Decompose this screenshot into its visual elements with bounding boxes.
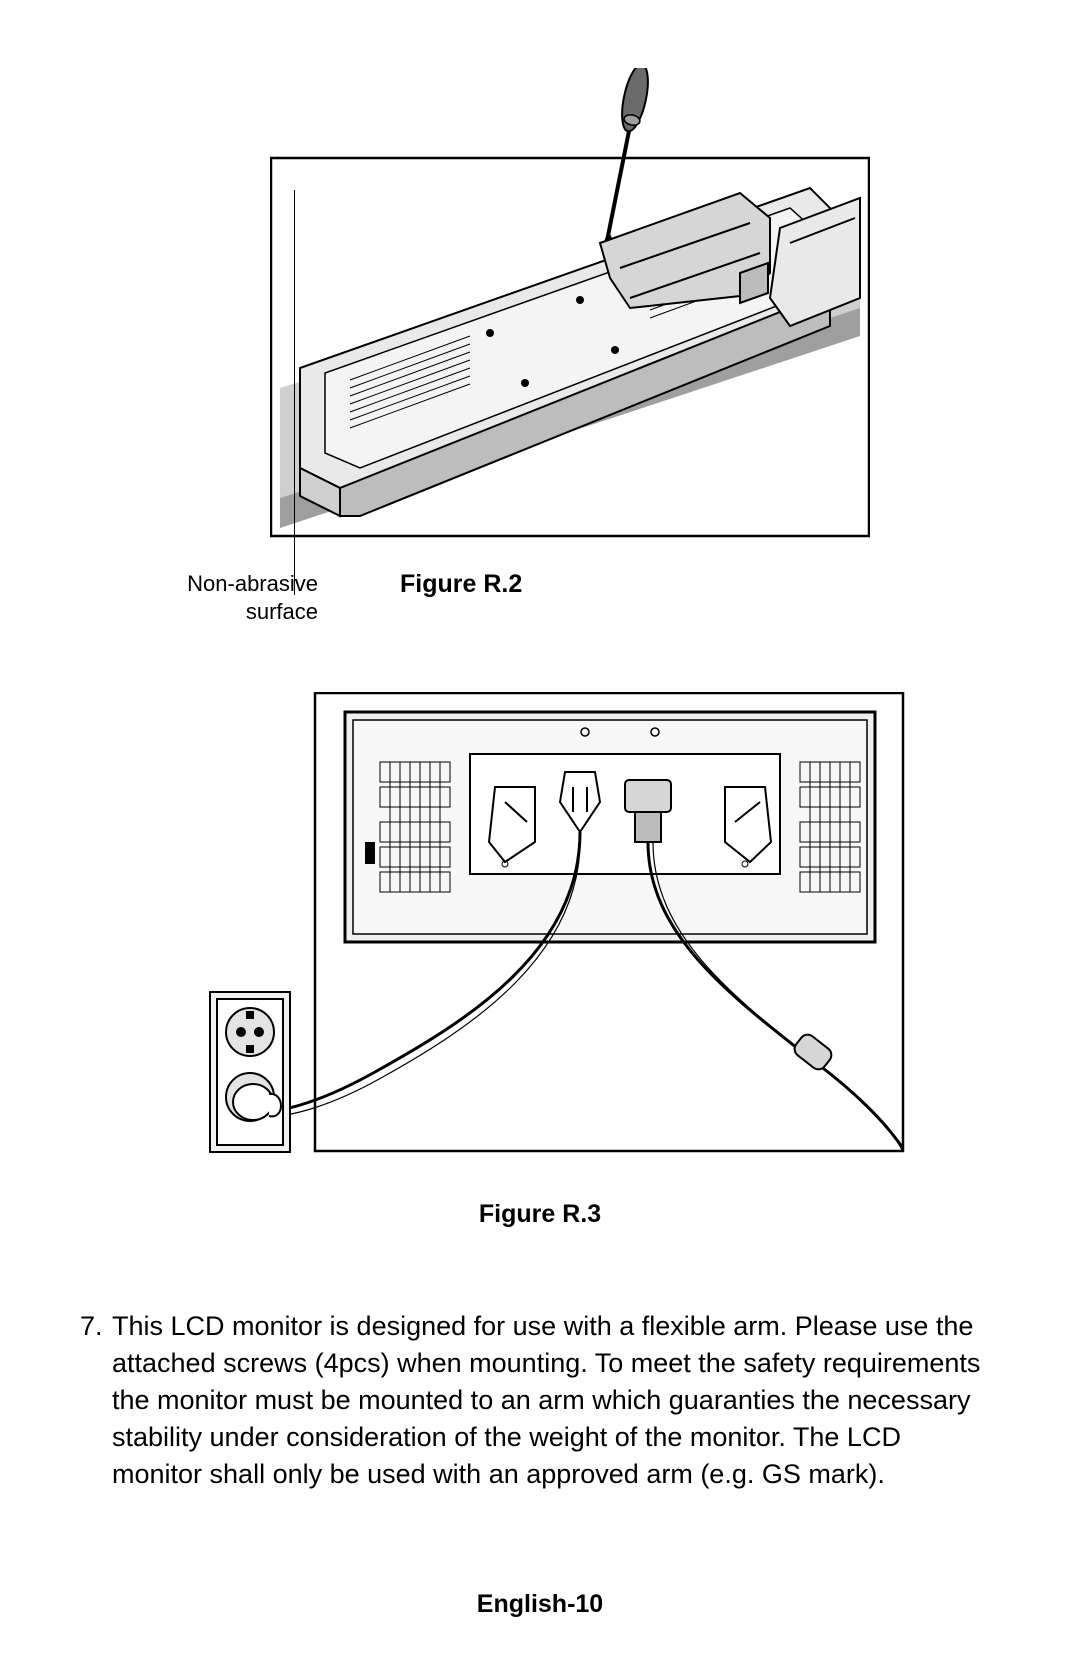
instruction-paragraph: 7.This LCD monitor is designed for use w…	[80, 1308, 1000, 1493]
annotation-line2: surface	[246, 599, 318, 624]
figure-r3-svg	[205, 692, 905, 1182]
figure-r2-leader-line	[294, 190, 295, 595]
figure-r3	[205, 692, 905, 1187]
figure-r2	[270, 68, 870, 568]
annotation-line1: Non-abrasive	[187, 571, 318, 596]
page-footer: English-10	[0, 1590, 1080, 1619]
page: Non-abrasive surface Figure R.2	[0, 0, 1080, 1669]
paragraph-text: This LCD monitor is designed for use wit…	[112, 1308, 982, 1493]
figure-r3-caption: Figure R.3	[0, 1200, 1080, 1229]
figure-r2-caption: Figure R.2	[400, 570, 522, 599]
figure-r2-annotation: Non-abrasive surface	[158, 570, 318, 626]
paragraph-number: 7.	[80, 1308, 112, 1345]
figure-r2-svg	[270, 68, 870, 568]
